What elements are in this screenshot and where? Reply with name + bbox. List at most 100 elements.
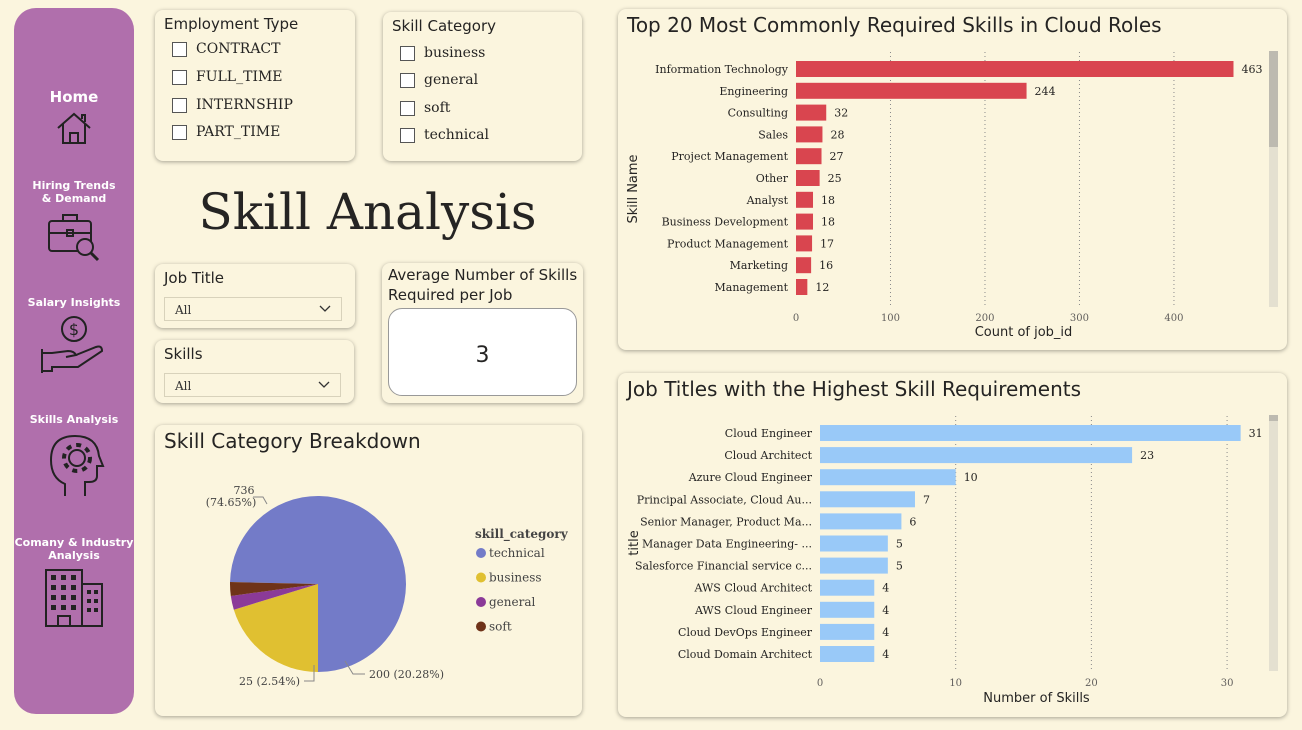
employment-option-full-time[interactable]: FULL_TIME [172, 69, 283, 85]
job-titles-chart-title: Job Titles with the Highest Skill Requir… [627, 377, 1082, 401]
salary-hand-icon: $ [41, 316, 104, 373]
checkbox[interactable] [172, 69, 187, 85]
category-label: Cloud Domain Architect [678, 648, 813, 661]
data-label: 18 [821, 216, 835, 229]
category-label: Salesforce Financial service c... [635, 560, 812, 573]
nav-home[interactable]: Home [14, 88, 134, 146]
checkbox[interactable] [400, 72, 415, 88]
category-label: Manager Data Engineering- ... [642, 538, 812, 551]
option-label: business [424, 45, 486, 61]
category-option-soft[interactable]: soft [400, 100, 450, 116]
x-tick-label: 0 [793, 313, 799, 324]
data-label: 4 [882, 604, 889, 617]
job-titles-chart-card: Job Titles with the Highest Skill Requir… [618, 373, 1287, 717]
data-label: 4 [882, 648, 889, 661]
category-label: Marketing [730, 259, 788, 272]
category-option-general[interactable]: general [400, 72, 478, 88]
legend-label: business [489, 571, 542, 585]
employment-option-contract[interactable]: CONTRACT [172, 41, 280, 57]
chart-scrollbar[interactable] [1269, 415, 1278, 671]
category-label: Business Development [662, 216, 789, 229]
option-label: PART_TIME [196, 124, 281, 140]
nav-hiring-trends[interactable]: Hiring Trends & Demand [14, 179, 134, 263]
nav-skills-analysis[interactable]: Skills Analysis [14, 413, 134, 498]
data-label: 7 [923, 493, 930, 506]
option-label: FULL_TIME [196, 69, 283, 85]
bar [820, 491, 915, 508]
skill-category-title: Skill Category [392, 17, 496, 35]
option-label: general [424, 72, 479, 88]
checkbox[interactable] [172, 97, 187, 113]
data-label: 31 [1249, 427, 1263, 440]
bar [796, 170, 820, 186]
x-tick-label: 300 [1070, 313, 1089, 324]
bar [796, 104, 827, 121]
pie-data-label: 25 (2.54%) [239, 675, 300, 688]
category-label: AWS Cloud Architect [694, 582, 813, 595]
top-skills-chart-title: Top 20 Most Commonly Required Skills in … [627, 13, 1162, 37]
employment-type-title: Employment Type [164, 15, 299, 33]
nav-company-industry[interactable]: Comany & Industry Analysis [14, 536, 134, 628]
option-label: soft [424, 100, 451, 116]
bar [796, 257, 812, 274]
bar [796, 213, 814, 230]
legend-marker [476, 572, 486, 583]
x-tick-label: 400 [1164, 313, 1183, 324]
checkbox[interactable] [400, 100, 415, 116]
employment-option-internship[interactable]: INTERNSHIP [172, 97, 293, 113]
chart-scrollbar[interactable] [1269, 51, 1278, 307]
skills-value: All [175, 379, 192, 393]
checkbox[interactable] [400, 127, 415, 143]
nav-skills-analysis-label: Skills Analysis [29, 413, 119, 426]
job-title-slicer: Job Title All [155, 264, 355, 328]
job-title-dropdown[interactable]: All [164, 297, 342, 321]
data-label: 6 [909, 515, 916, 528]
category-label: Azure Cloud Engineer [688, 471, 813, 484]
chevron-down-icon [318, 381, 330, 388]
legend-label: technical [489, 546, 545, 560]
briefcase-search-icon [48, 214, 100, 262]
category-option-business[interactable]: business [400, 45, 485, 61]
skills-dropdown[interactable]: All [164, 373, 341, 397]
pie-data-label: (74.65%) [206, 496, 257, 509]
pie-slice [230, 582, 318, 597]
category-label: Senior Manager, Product Ma... [640, 515, 812, 528]
x-tick-label: 0 [817, 678, 823, 689]
pie-leader-line [344, 660, 365, 675]
category-option-technical[interactable]: technical [400, 127, 489, 143]
home-icon [57, 112, 91, 144]
pie-slice [230, 496, 407, 672]
kpi-value-box: 3 [388, 308, 577, 396]
scrollbar-thumb[interactable] [1269, 51, 1278, 147]
checkbox[interactable] [172, 41, 187, 57]
data-label: 4 [882, 582, 889, 595]
category-label: Cloud Engineer [725, 427, 813, 440]
category-label: Analyst [746, 194, 789, 207]
skills-slicer: Skills All [155, 340, 354, 403]
x-tick-label: 30 [1221, 678, 1234, 689]
employment-option-part-time[interactable]: PART_TIME [172, 124, 280, 140]
bar [796, 235, 813, 252]
nav-salary-insights[interactable]: Salary Insights $ [14, 296, 134, 377]
option-label: CONTRACT [196, 41, 281, 57]
category-label: Engineering [719, 85, 788, 98]
category-label: Management [715, 281, 789, 294]
data-label: 244 [1035, 85, 1056, 98]
head-gear-icon [49, 434, 105, 496]
checkbox[interactable] [400, 45, 415, 61]
job-title-value: All [175, 303, 192, 317]
pie-chart-title: Skill Category Breakdown [164, 429, 421, 453]
bar [820, 535, 888, 552]
scrollbar-thumb[interactable] [1269, 415, 1278, 421]
option-label: technical [424, 127, 489, 143]
legend-title: skill_category [475, 527, 569, 542]
category-label: Other [756, 172, 789, 185]
checkbox[interactable] [172, 124, 187, 140]
bar [820, 447, 1133, 464]
nav-salary-insights-label: Salary Insights [27, 296, 121, 309]
pie-leader-line [253, 496, 268, 505]
data-label: 17 [820, 237, 834, 250]
option-label: INTERNSHIP [196, 97, 293, 113]
category-label: Principal Associate, Cloud Au... [637, 493, 812, 506]
svg-text:$: $ [69, 320, 79, 339]
